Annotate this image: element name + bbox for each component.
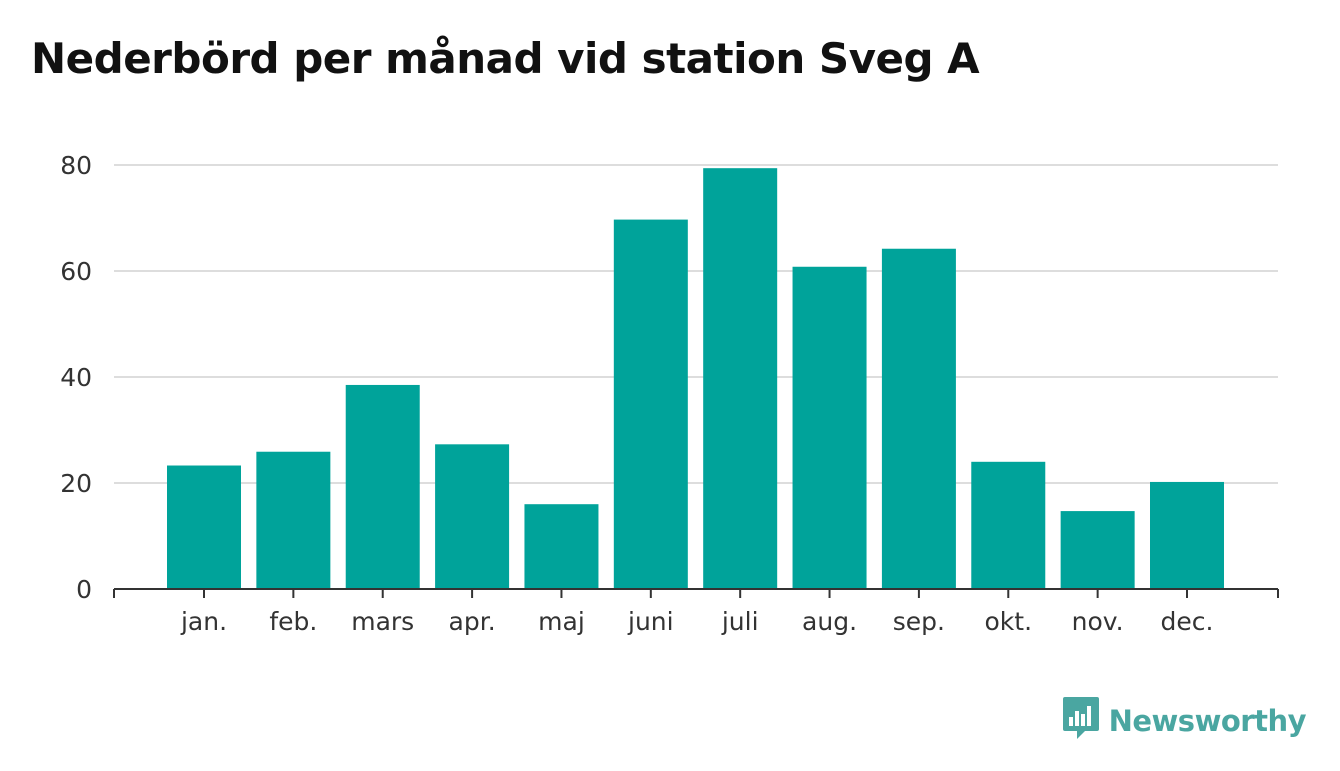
- x-tick-label: aug.: [802, 607, 857, 636]
- brand-name: Newsworthy: [1108, 704, 1307, 738]
- x-tick-label: maj: [538, 607, 585, 636]
- y-tick-label: 40: [60, 363, 92, 392]
- bar: [1060, 511, 1135, 589]
- bar: [613, 219, 688, 589]
- x-tick-label: feb.: [269, 607, 317, 636]
- bar: [435, 444, 510, 589]
- grid-lines: [114, 164, 1278, 484]
- x-tick-label: mars: [351, 607, 414, 636]
- x-axis-ticks: jan. feb. mars apr. maj juni juli aug. sep. okt. n…: [180, 589, 1214, 636]
- bars: [167, 168, 1224, 590]
- x-tick-label: okt.: [985, 607, 1033, 636]
- x-tick-label: sep.: [893, 607, 945, 636]
- y-tick-label: 80: [60, 151, 92, 180]
- x-tick-label: apr.: [449, 607, 496, 636]
- bar: [524, 504, 599, 589]
- x-tick-label: juni: [627, 607, 674, 636]
- bar: [256, 451, 331, 589]
- bar-chart: 0 20 40 60 80 jan. feb. mars apr. maj juni juli aug…: [60, 151, 1279, 636]
- brand-logo: Newsworthy: [1062, 697, 1307, 745]
- y-tick-label: 0: [76, 575, 92, 604]
- bar: [703, 168, 778, 589]
- bar: [167, 465, 241, 589]
- bar: [792, 266, 867, 589]
- x-tick-label: jan.: [180, 607, 227, 636]
- newsworthy-logo-icon: [1062, 697, 1099, 745]
- bar: [1150, 481, 1224, 589]
- bar: [971, 461, 1046, 589]
- y-axis-ticks: 0 20 40 60 80: [60, 151, 92, 604]
- x-tick-label: dec.: [1161, 607, 1214, 636]
- y-tick-label: 20: [60, 469, 92, 498]
- x-tick-label: nov.: [1072, 607, 1124, 636]
- x-tick-label: juli: [721, 607, 759, 636]
- chart-title: Nederbörd per månad vid station Sveg A: [31, 34, 980, 83]
- x-axis: [113, 588, 1279, 598]
- bar: [881, 248, 956, 590]
- y-tick-label: 60: [60, 257, 92, 286]
- bar: [345, 384, 420, 589]
